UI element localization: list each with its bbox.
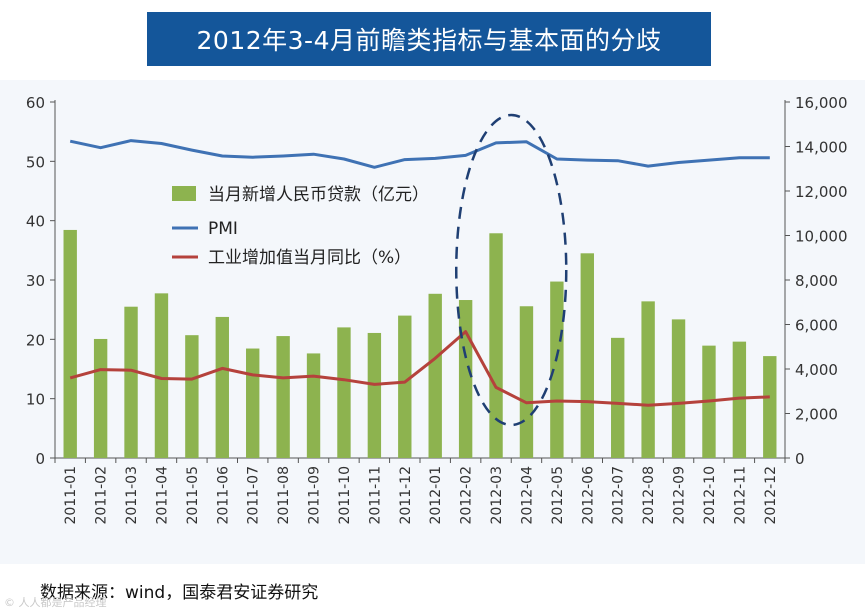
loan-bar (337, 327, 351, 458)
x-axis-tick-label: 2011-10 (337, 466, 353, 525)
loan-bar (641, 301, 655, 458)
x-axis-tick-label: 2012-03 (489, 466, 505, 525)
loan-bar (154, 293, 169, 458)
loan-bar (671, 319, 686, 458)
x-axis-tick-label: 2011-02 (94, 466, 110, 525)
x-axis-tick-label: 2012-02 (459, 466, 475, 525)
left-axis-tick-label: 20 (26, 331, 45, 349)
loan-bar (276, 336, 290, 458)
loan-bar (185, 335, 199, 458)
loan-bar (246, 348, 260, 458)
right-axis-tick-label: 14,000 (795, 139, 848, 157)
industrial-growth-line (69, 330, 770, 407)
legend-swatch-loans (172, 186, 196, 201)
loan-bar (519, 306, 534, 458)
left-axis-tick-label: 40 (26, 213, 45, 231)
x-axis-tick-label: 2011-04 (154, 466, 170, 525)
x-axis-tick-label: 2011-12 (398, 466, 414, 525)
loan-bar (398, 315, 412, 458)
loan-bar (763, 356, 777, 458)
x-axis-tick-label: 2011-03 (124, 466, 140, 525)
right-axis-tick-label: 0 (795, 450, 805, 468)
left-axis-tick-label: 10 (26, 391, 45, 409)
loan-bar (458, 300, 473, 458)
x-axis-tick-label: 2012-12 (763, 466, 779, 525)
right-axis-tick-label: 6,000 (795, 317, 838, 335)
x-axis-tick-label: 2011-08 (276, 466, 292, 525)
loan-bar (580, 253, 594, 458)
right-axis-tick-label: 12,000 (795, 183, 848, 201)
x-axis-tick-label: 2012-10 (702, 466, 718, 525)
x-axis-tick-label: 2011-01 (63, 466, 79, 525)
loan-bar (63, 229, 77, 458)
x-axis-tick-label: 2011-06 (215, 466, 231, 525)
legend-label-loans: 当月新增人民币贷款（亿元） (208, 185, 429, 205)
right-axis-tick-label: 10,000 (795, 228, 848, 246)
x-axis-tick-label: 2012-04 (519, 466, 535, 525)
left-axis-tick-label: 30 (26, 272, 45, 290)
x-axis-tick-label: 2011-05 (185, 466, 201, 525)
loan-bar (124, 306, 138, 458)
left-axis-tick-label: 50 (26, 153, 45, 171)
x-axis-tick-label: 2012-01 (428, 466, 444, 525)
x-axis-tick-label: 2011-11 (367, 466, 383, 525)
right-axis-tick-label: 8,000 (795, 272, 838, 290)
x-axis-tick-label: 2012-08 (641, 466, 657, 525)
left-axis-tick-label: 0 (35, 450, 45, 468)
chart-title-banner: 2012年3-4月前瞻类指标与基本面的分歧 (147, 12, 711, 66)
x-axis-tick-label: 2012-06 (580, 466, 596, 525)
right-axis-tick-label: 2,000 (795, 406, 838, 424)
left-axis-tick-label: 60 (26, 94, 45, 112)
legend-label-industrial: 工业增加值当月同比（%） (208, 248, 411, 268)
highlight-ellipse (455, 113, 568, 427)
x-axis-tick-label: 2012-07 (611, 466, 627, 525)
watermark-text: © 人人都是产品经理 (4, 596, 107, 609)
legend-label-pmi: PMI (208, 219, 238, 239)
source-note: 数据来源：wind，国泰君安证券研究 (40, 583, 319, 603)
loan-bar (732, 341, 747, 458)
x-axis-tick-label: 2012-11 (732, 466, 748, 525)
chart-title: 2012年3-4月前瞻类指标与基本面的分歧 (196, 26, 662, 55)
x-axis-tick-label: 2012-09 (672, 466, 688, 525)
loan-bar (550, 281, 564, 458)
right-axis-tick-label: 16,000 (795, 94, 848, 112)
loan-bar (611, 337, 625, 458)
loan-bar (489, 233, 503, 458)
loan-bar (367, 332, 382, 458)
x-axis-tick-label: 2011-07 (246, 466, 262, 525)
loan-bar (215, 316, 229, 458)
loan-bar (306, 353, 321, 458)
pmi-line (69, 139, 770, 169)
loan-bar (428, 293, 442, 458)
x-axis-tick-label: 2011-09 (307, 466, 323, 525)
loan-bar (93, 338, 108, 458)
x-axis-tick-label: 2012-05 (550, 466, 566, 525)
right-axis-tick-label: 4,000 (795, 361, 838, 379)
